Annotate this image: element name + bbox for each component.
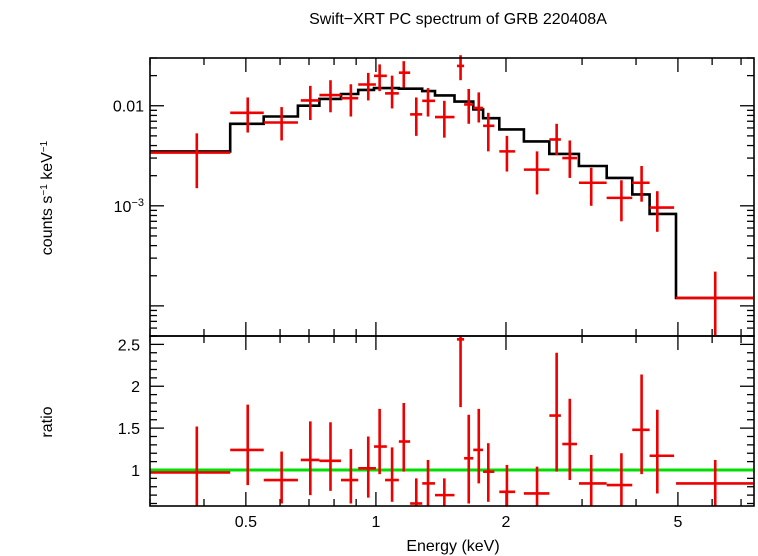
ratio-y-tick-labels: 1 1.5 2 2.5	[118, 337, 140, 480]
ratio-data-point	[562, 398, 577, 481]
spectrum-data-point	[319, 80, 341, 113]
ratio-data-point	[676, 459, 754, 506]
spectrum-data-points	[150, 55, 754, 336]
spectrum-data-point	[230, 97, 264, 133]
ratio-data-point	[358, 436, 376, 498]
spectrum-data-point	[300, 85, 320, 121]
ratio-data-point	[300, 421, 320, 496]
spectrum-data-point	[340, 84, 359, 117]
ratio-data-point	[434, 478, 455, 506]
ratio-data-point	[422, 459, 435, 506]
y-tick-label: 2.5	[118, 337, 140, 354]
spectrum-data-point	[150, 133, 231, 189]
ratio-data-point	[340, 449, 359, 504]
ratio-data-point	[649, 409, 675, 494]
spectrum-data-point	[549, 123, 561, 156]
spectrum-y-axis-label: counts s−1 keV−1	[39, 140, 57, 255]
spectrum-data-point	[263, 107, 298, 141]
spectrum-data-point	[606, 180, 633, 222]
ratio-data-point	[632, 374, 650, 475]
ratio-data-point	[410, 478, 423, 506]
spectrum-data-point	[499, 135, 516, 172]
spectrum-data-point	[398, 61, 411, 88]
model-line	[150, 86, 754, 300]
spectrum-data-point	[410, 97, 423, 136]
ratio-data-point	[483, 443, 495, 502]
x-tick-label: 5	[673, 514, 682, 531]
y-tick-label: 10−3	[114, 197, 144, 216]
spectrum-ticks	[149, 57, 754, 337]
ratio-data-point	[464, 414, 474, 504]
y-tick-label: 1.5	[118, 421, 140, 438]
model-step-line	[150, 86, 754, 300]
y-tick-label: 1	[131, 463, 140, 480]
ratio-data-point	[230, 404, 264, 486]
spectrum-data-point	[562, 140, 577, 178]
spectrum-data-point	[422, 88, 435, 117]
spectrum-data-point	[483, 112, 495, 152]
ratio-axes-frame	[149, 335, 755, 507]
y-tick-label: 2	[131, 379, 140, 396]
spectrum-data-point	[523, 151, 550, 195]
spectrum-data-point	[464, 89, 474, 124]
spectrum-data-point	[676, 271, 754, 336]
ratio-data-point	[319, 422, 341, 491]
spectrum-data-point	[358, 72, 376, 101]
ratio-data-point	[263, 451, 298, 504]
x-tick-labels: 0.5 1 2 5	[235, 514, 683, 531]
ratio-data-point	[499, 464, 516, 506]
ratio-data-point	[606, 453, 633, 506]
spectrum-data-point	[456, 55, 465, 81]
spectrum-axes-frame	[149, 57, 755, 337]
ratio-data-point	[473, 408, 484, 484]
ratio-panel: 1 1.5 2 2.5 0.5 1 2 5 ratio Energy (keV)	[39, 335, 755, 555]
ratio-data-points	[150, 336, 754, 506]
spectrum-y-tick-labels: 0.01 10−3	[113, 99, 144, 216]
spectrum-data-point	[649, 191, 675, 232]
ratio-data-point	[456, 336, 465, 408]
x-tick-label: 2	[502, 514, 511, 531]
ratio-data-point	[578, 454, 607, 506]
ratio-data-point	[374, 408, 387, 475]
spectrum-data-point	[374, 64, 387, 92]
ratio-data-point	[398, 402, 411, 472]
ratio-ticks	[149, 335, 754, 506]
ratio-y-axis-label: ratio	[39, 406, 56, 437]
spectrum-data-point	[578, 167, 607, 206]
x-axis-label: Energy (keV)	[406, 538, 499, 555]
spectrum-panel: 0.01 10−3 counts s−1 keV−1	[39, 55, 755, 337]
spectrum-data-point	[385, 75, 399, 109]
spectrum-data-point	[632, 165, 650, 202]
x-tick-label: 1	[371, 514, 380, 531]
y-tick-label: 0.01	[113, 99, 144, 116]
x-tick-label: 0.5	[235, 514, 257, 531]
spectrum-data-point	[434, 100, 455, 138]
spectrum-data-point	[473, 92, 484, 123]
ratio-data-point	[385, 447, 399, 502]
chart-title: Swift−XRT PC spectrum of GRB 220408A	[309, 11, 607, 28]
ratio-data-point	[150, 426, 231, 506]
ratio-data-point	[549, 352, 561, 472]
ratio-data-point	[523, 466, 550, 506]
